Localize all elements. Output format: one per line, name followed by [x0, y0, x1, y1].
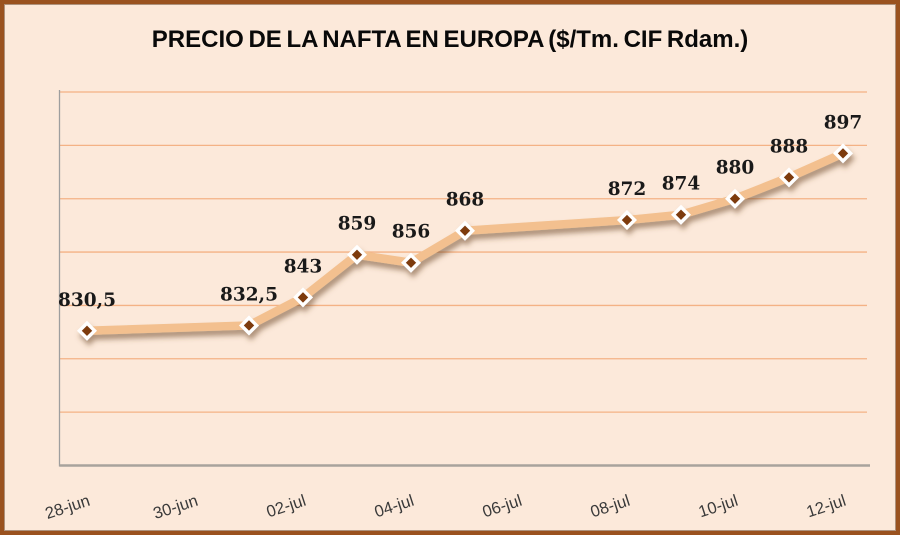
data-point-marker — [670, 204, 692, 225]
data-point-marker — [400, 252, 422, 273]
data-point-label: 874 — [662, 174, 701, 195]
data-point-label: 832,5 — [220, 284, 278, 305]
data-point-marker — [454, 220, 476, 241]
data-point-label: 843 — [284, 256, 323, 277]
x-axis-tick-label: 02-jul — [264, 492, 308, 522]
x-axis-tick-label: 12-jul — [804, 492, 848, 522]
x-axis-tick-label: 28-jun — [43, 492, 92, 523]
x-axis-tick-label: 04-jul — [372, 492, 416, 522]
data-point-marker — [616, 210, 638, 231]
x-axis-tick-label: 06-jul — [480, 492, 524, 522]
data-point-marker — [292, 287, 314, 308]
data-point-marker — [76, 320, 98, 341]
price-line — [82, 149, 848, 336]
data-point-label: 897 — [824, 112, 863, 133]
data-point-label: 859 — [338, 214, 377, 235]
data-labels: 830,5 832,5 843 859 856 868 872 874 880 888 897 — [58, 112, 862, 310]
data-point-label: 856 — [392, 222, 431, 243]
data-point-label: 888 — [770, 136, 809, 157]
price-series — [76, 143, 854, 341]
x-axis-tick-label: 08-jul — [588, 492, 632, 522]
x-axis-tick-label: 30-jun — [151, 492, 200, 523]
gridlines — [59, 91, 867, 413]
data-point-label: 880 — [716, 158, 755, 179]
data-point-label: 868 — [446, 190, 485, 211]
x-axis-tick-labels: 28-jun 30-jun 02-jul 04-jul 06-jul 08-jul 10-j… — [43, 492, 848, 523]
data-point-marker — [238, 315, 260, 336]
x-axis-tick-label: 10-jul — [696, 492, 740, 522]
data-point-label: 830,5 — [58, 290, 116, 311]
data-point-label: 872 — [608, 179, 647, 200]
line-chart-plot: 830,5 832,5 843 859 856 868 872 874 880 888 897 28… — [43, 90, 870, 523]
chart-title: PRECIO DE LA NAFTA EN EUROPA ($/Tm. CIF … — [151, 26, 749, 53]
axes — [58, 90, 870, 467]
data-point-marker — [832, 143, 854, 164]
data-point-marker — [778, 167, 800, 188]
data-point-marker — [346, 244, 368, 265]
data-point-marker — [724, 188, 746, 209]
